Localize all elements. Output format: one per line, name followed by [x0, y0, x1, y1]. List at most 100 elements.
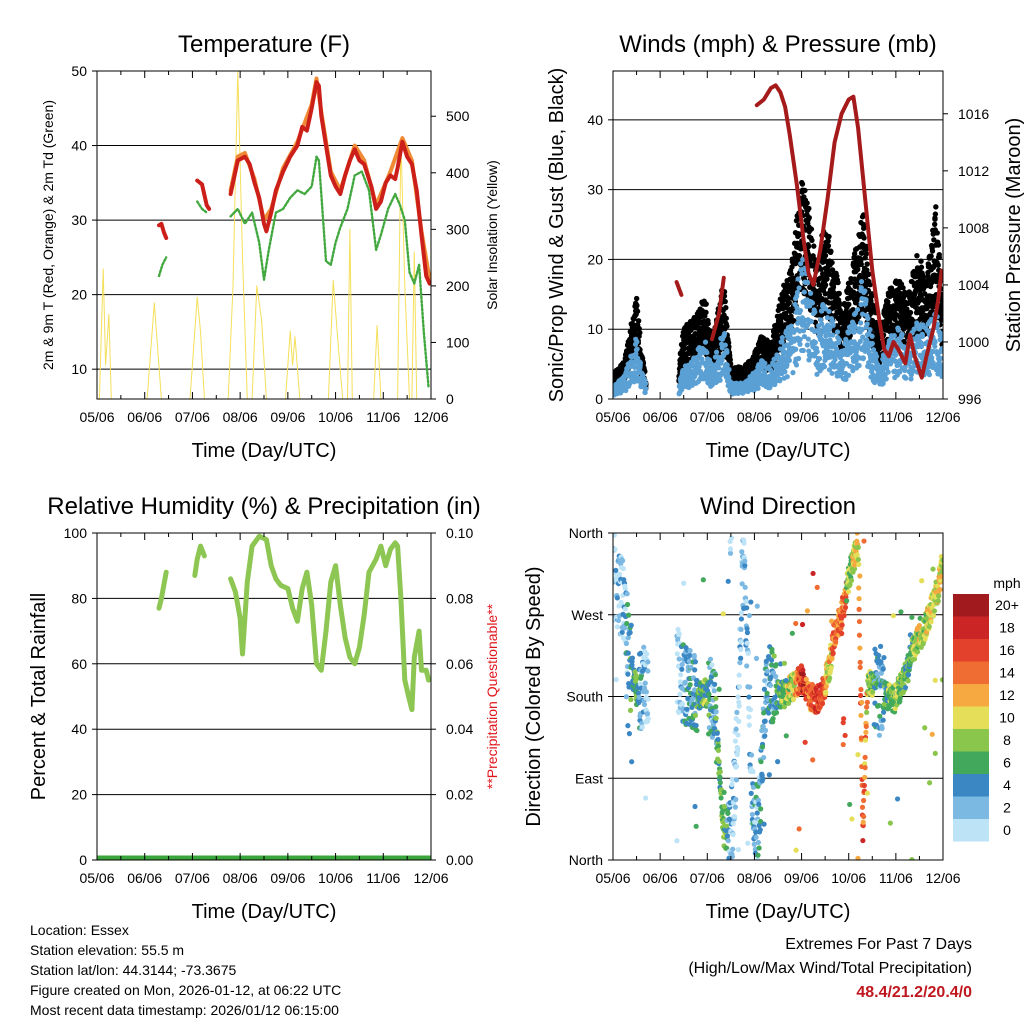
gust-point — [867, 281, 873, 288]
wind-point — [724, 362, 730, 368]
wind-point — [939, 369, 943, 375]
direction-point — [700, 577, 706, 583]
direction-point — [725, 838, 731, 844]
direction-point — [637, 681, 643, 687]
gust-point — [791, 318, 797, 324]
wind-point — [864, 321, 870, 327]
gust-point — [835, 279, 841, 286]
gust-point — [822, 252, 829, 259]
y-tick-label: 40 — [71, 138, 87, 154]
direction-point — [769, 646, 775, 653]
direction-point — [725, 578, 731, 584]
wind-point — [812, 309, 818, 315]
y-right-tick-label: 0.08 — [446, 590, 473, 606]
direction-point — [862, 737, 869, 743]
wind-point — [851, 329, 857, 335]
wind-point — [926, 372, 933, 378]
wind-point — [784, 374, 790, 380]
direction-point — [848, 577, 855, 584]
wind-point — [891, 332, 897, 339]
direction-point — [861, 538, 867, 544]
direction-point — [749, 752, 755, 758]
y-tick-label: 40 — [71, 721, 87, 737]
wind-point — [826, 367, 833, 373]
direction-point — [717, 769, 723, 775]
direction-point — [741, 540, 747, 546]
y-right-tick-label: 400 — [446, 165, 470, 181]
wind-point — [772, 356, 778, 362]
wind-point — [798, 261, 804, 267]
wind-point — [817, 332, 824, 338]
direction-point — [876, 732, 883, 738]
direction-point — [856, 561, 862, 568]
y-right-tick-label: 0.04 — [446, 721, 473, 737]
y-right-tick-label: 0.06 — [446, 656, 473, 672]
series-solar-insolation — [327, 279, 344, 399]
gust-point — [727, 357, 733, 363]
direction-point — [737, 660, 743, 666]
direction-point — [839, 622, 845, 628]
gust-point — [837, 301, 843, 307]
direction-point — [864, 704, 870, 710]
direction-point — [858, 735, 864, 741]
y-tick-label: 50 — [71, 63, 87, 79]
direction-point — [720, 611, 726, 617]
wind-point — [874, 353, 880, 360]
gust-point — [724, 323, 730, 329]
y-axis-right-label: Station Pressure (Maroon) — [1003, 118, 1024, 353]
y-tick-label: 40 — [587, 112, 603, 128]
direction-point — [862, 761, 868, 767]
gust-point — [932, 216, 938, 222]
direction-point — [714, 730, 720, 736]
direction-point — [897, 695, 903, 701]
direction-point — [617, 571, 623, 577]
chart-title: Winds (mph) & Pressure (mb) — [619, 31, 936, 58]
wind-point — [721, 330, 728, 337]
direction-point — [796, 826, 802, 832]
y-tick-label: 80 — [71, 590, 87, 606]
direction-point — [863, 729, 869, 735]
wind-point — [814, 349, 820, 355]
direction-point — [877, 643, 884, 649]
wind-point — [829, 318, 835, 324]
direction-point — [823, 689, 829, 695]
wind-point — [853, 349, 859, 355]
direction-point — [760, 723, 766, 730]
direction-point — [623, 694, 629, 700]
x-tick-label: 09/06 — [784, 409, 819, 425]
direction-point — [635, 690, 642, 696]
direction-point — [620, 565, 626, 572]
gust-point — [863, 251, 870, 257]
direction-point — [685, 695, 691, 701]
wind-point — [932, 343, 938, 350]
y-axis-right-label: Solar Insolation (Yellow) — [484, 160, 500, 310]
direction-point — [861, 782, 867, 789]
direction-point — [711, 688, 717, 694]
y-tick-label: 30 — [71, 212, 87, 228]
direction-point — [847, 801, 853, 808]
gust-point — [637, 330, 643, 336]
wind-point — [895, 327, 901, 333]
gust-point — [885, 299, 891, 305]
series-solar-insolation — [251, 285, 267, 399]
wind-point — [932, 339, 938, 345]
direction-point — [730, 846, 736, 852]
direction-point — [735, 694, 741, 700]
wind-point — [782, 369, 788, 375]
data-layer — [613, 83, 943, 398]
wind-point — [637, 360, 644, 366]
wind-point — [795, 276, 801, 282]
gust-point — [928, 253, 934, 259]
wind-point — [801, 317, 807, 323]
gust-point — [688, 327, 694, 333]
direction-point — [771, 653, 777, 659]
direction-point — [718, 795, 724, 801]
gust-point — [812, 319, 819, 326]
wind-point — [829, 370, 835, 376]
y-right-tick-label: 996 — [958, 391, 982, 407]
direction-point — [857, 664, 863, 670]
gust-point — [939, 298, 943, 304]
series-relative-humidity — [228, 533, 431, 713]
wind-point — [634, 346, 640, 352]
